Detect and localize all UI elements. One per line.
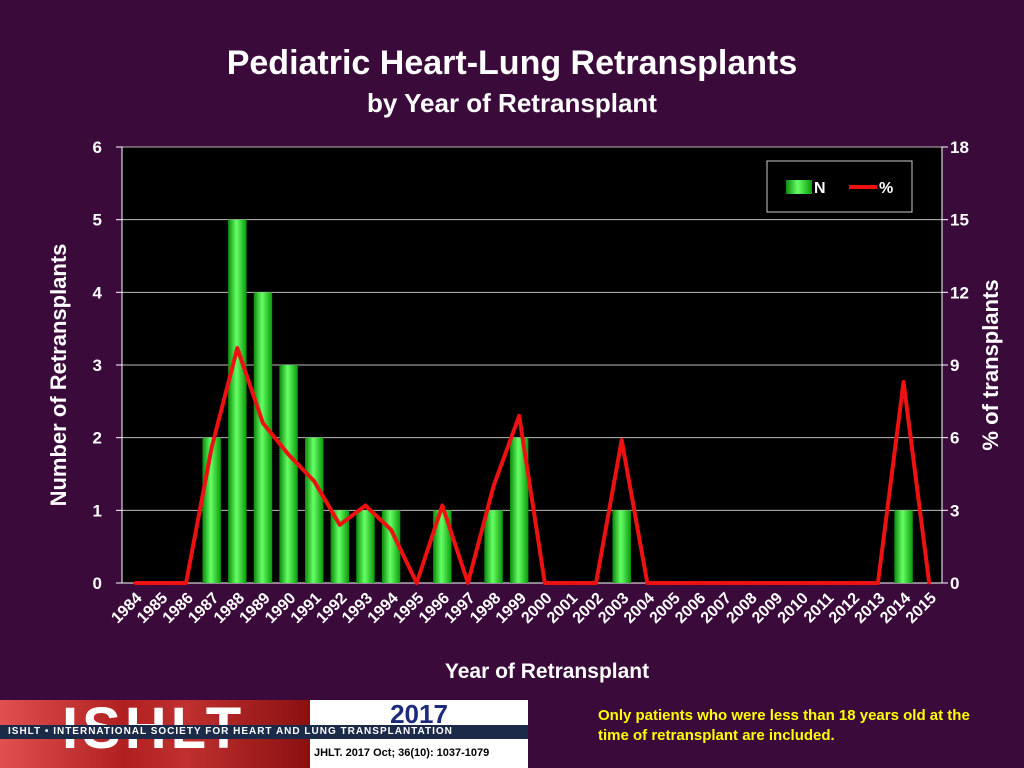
point-percent-2000 xyxy=(543,581,547,585)
chart: 0123456036912151819841985198619871988198… xyxy=(46,138,1003,683)
legend-label-percent: % xyxy=(879,180,893,197)
point-percent-2009 xyxy=(773,581,777,585)
point-percent-2014 xyxy=(902,380,906,384)
point-percent-2010 xyxy=(799,581,803,585)
point-percent-1995 xyxy=(415,581,419,585)
y2-tick-label: 12 xyxy=(950,283,969,302)
point-percent-1988 xyxy=(235,346,239,350)
point-percent-1990 xyxy=(287,453,291,457)
y2-axis-title: % of transplants xyxy=(978,279,1003,450)
point-percent-1999 xyxy=(517,414,521,418)
bar-n-1988 xyxy=(228,219,247,583)
point-percent-2005 xyxy=(671,581,675,585)
legend-label-n: N xyxy=(814,180,826,197)
point-percent-2001 xyxy=(568,581,572,585)
y-tick-label: 4 xyxy=(93,283,103,302)
y-tick-label: 5 xyxy=(93,211,102,230)
y2-tick-label: 6 xyxy=(950,429,959,448)
point-percent-2015 xyxy=(927,581,931,585)
point-percent-2013 xyxy=(876,581,880,585)
bar-n-1990 xyxy=(279,365,298,583)
bar-n-1998 xyxy=(484,510,503,583)
bar-n-2014 xyxy=(894,510,913,583)
point-percent-1996 xyxy=(440,503,444,507)
footnote: Only patients who were less than 18 year… xyxy=(598,707,970,744)
point-percent-2004 xyxy=(645,581,649,585)
point-percent-1992 xyxy=(338,523,342,527)
point-percent-2003 xyxy=(620,438,624,442)
point-percent-2002 xyxy=(594,581,598,585)
chart-title: Pediatric Heart-Lung Retransplants xyxy=(226,44,798,82)
point-percent-1997 xyxy=(466,581,470,585)
bar-n-1992 xyxy=(330,510,350,583)
y2-tick-label: 0 xyxy=(950,574,959,593)
y2-tick-label: 18 xyxy=(950,138,969,157)
bar-n-1991 xyxy=(304,437,324,583)
bar-n-2003 xyxy=(612,510,631,583)
ishlt-logo-band: ISHLT • INTERNATIONAL SOCIETY FOR HEART … xyxy=(0,725,528,739)
point-percent-1998 xyxy=(492,484,496,488)
point-percent-1987 xyxy=(210,445,214,449)
y2-tick-label: 15 xyxy=(950,211,969,230)
point-percent-1984 xyxy=(133,581,137,585)
point-percent-2006 xyxy=(697,581,701,585)
y2-tick-label: 3 xyxy=(950,501,959,520)
journal-reference: JHLT. 2017 Oct; 36(10): 1037-1079 xyxy=(310,739,528,768)
y-tick-label: 3 xyxy=(93,356,102,375)
y-tick-label: 0 xyxy=(93,574,102,593)
report-year: 2017 xyxy=(310,700,528,728)
point-percent-1986 xyxy=(184,581,188,585)
bar-n-1987 xyxy=(202,437,221,583)
x-axis-title: Year of Retransplant xyxy=(445,660,649,683)
bar-n-1993 xyxy=(356,510,375,583)
bar-n-1989 xyxy=(253,292,273,583)
point-percent-2012 xyxy=(850,581,854,585)
bar-n-1994 xyxy=(381,510,401,583)
point-percent-2007 xyxy=(722,581,726,585)
point-percent-1991 xyxy=(312,479,316,483)
point-percent-1994 xyxy=(389,528,393,532)
point-percent-1989 xyxy=(261,421,265,425)
x-tick-label: 2015 xyxy=(903,590,940,627)
point-percent-1993 xyxy=(363,503,367,507)
bar-n-1996 xyxy=(433,510,452,583)
bar-n-1999 xyxy=(509,437,529,583)
point-percent-2011 xyxy=(825,581,829,585)
line-percent xyxy=(134,346,932,585)
point-percent-1985 xyxy=(158,581,162,585)
y-axis-title: Number of Retransplants xyxy=(46,244,71,507)
y-tick-label: 1 xyxy=(93,501,102,520)
chart-subtitle: by Year of Retransplant xyxy=(367,88,657,118)
y-tick-label: 6 xyxy=(93,138,102,157)
point-percent-2008 xyxy=(748,581,752,585)
legend-swatch-n xyxy=(786,180,812,194)
y2-tick-label: 9 xyxy=(950,356,959,375)
y-tick-label: 2 xyxy=(93,429,102,448)
